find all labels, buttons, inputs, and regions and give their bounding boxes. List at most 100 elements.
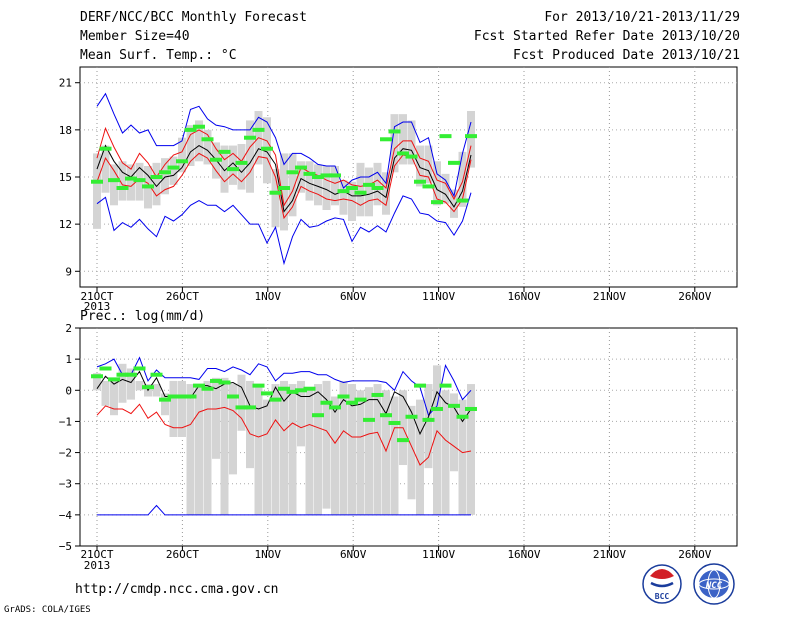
ensemble-box	[246, 380, 254, 469]
x-tick-label: 26OCT	[166, 290, 199, 303]
median-marker	[193, 383, 205, 388]
median-marker	[397, 438, 409, 443]
ensemble-box	[220, 377, 229, 515]
ensemble-box	[339, 180, 348, 215]
ensemble-box	[161, 158, 169, 195]
ensemble-box	[467, 111, 475, 168]
median-marker	[244, 405, 256, 410]
ensemble-box	[93, 153, 101, 229]
ensemble-box	[339, 380, 348, 515]
median-marker	[159, 397, 171, 402]
median-marker	[405, 154, 418, 159]
median-marker	[125, 372, 137, 377]
ensemble-box	[348, 181, 356, 221]
ensemble-box	[288, 153, 297, 217]
ensemble-box	[407, 405, 416, 500]
series-line-min	[96, 192, 472, 266]
y-tick-label: 21	[59, 77, 72, 90]
source-url: http://cmdp.ncc.cma.gov.cn	[75, 582, 279, 597]
ensemble-box	[169, 380, 178, 437]
ensemble-box	[118, 161, 127, 201]
median-marker	[431, 200, 443, 205]
median-marker	[465, 406, 477, 411]
median-marker	[286, 389, 299, 394]
x-tick-label: 21NOV	[593, 548, 626, 561]
median-marker	[363, 417, 375, 422]
ensemble-box	[161, 393, 169, 416]
median-marker	[184, 127, 197, 132]
ensemble-box	[322, 380, 331, 509]
x-tick-label: 1NOV	[255, 290, 282, 303]
ensemble-box	[186, 125, 195, 166]
median-marker	[380, 413, 392, 418]
median-marker	[337, 394, 350, 399]
median-marker	[422, 417, 435, 422]
ensemble-box	[314, 384, 322, 515]
x-tick-label: 21OCT	[80, 548, 113, 561]
ensemble-box	[280, 380, 288, 515]
median-marker	[397, 151, 409, 156]
ensemble-box	[382, 390, 390, 515]
ensemble-box	[237, 374, 246, 431]
temperature-chart: 21 18 15 12 9 21OCT 26OCT 1NOV 6NOV 11NOV 16NOV 21N…	[59, 66, 738, 313]
median-marker	[439, 134, 452, 139]
median-marker	[167, 394, 180, 399]
ensemble-box	[135, 380, 144, 391]
median-marker	[133, 178, 146, 183]
logos: BCC NCC	[642, 563, 735, 605]
y-tick-label: −1	[59, 415, 72, 428]
ensemble-box	[382, 172, 390, 215]
median-marker	[116, 372, 129, 377]
median-marker	[108, 178, 120, 183]
y-tick-label: 0	[65, 384, 72, 397]
median-marker	[150, 175, 163, 179]
forecast-produced-date: Fcst Produced Date 2013/10/21	[513, 48, 740, 63]
ensemble-box	[365, 387, 373, 515]
median-marker	[252, 127, 265, 132]
median-marker	[235, 160, 248, 165]
bcc-logo: BCC	[642, 564, 682, 604]
median-marker	[303, 171, 316, 176]
ensemble-box	[399, 114, 407, 165]
precip-variable-label: Prec.: log(mm/d)	[80, 309, 206, 324]
median-marker	[295, 388, 307, 393]
median-marker	[142, 385, 154, 390]
median-marker	[99, 366, 112, 371]
median-marker	[363, 182, 375, 187]
ensemble-box	[118, 363, 127, 403]
ensemble-box	[424, 145, 433, 184]
y-tick-label: −4	[59, 509, 73, 522]
ensemble-box	[93, 373, 101, 391]
median-marker	[218, 149, 231, 154]
ensemble-box	[433, 365, 441, 515]
x-tick-label: 26NOV	[678, 290, 711, 303]
x-tick-label: 21OCT	[80, 290, 113, 303]
ensemble-box	[365, 167, 373, 217]
median-marker	[448, 403, 460, 408]
ensemble-box	[441, 390, 450, 515]
ensemble-box	[416, 145, 424, 187]
series-line-max	[96, 356, 472, 417]
ensemble-box	[416, 399, 424, 515]
median-marker	[227, 394, 239, 399]
median-marker	[329, 173, 341, 178]
ensemble-box	[101, 145, 110, 193]
median-marker	[354, 397, 367, 402]
y-tick-label: −3	[59, 478, 72, 491]
ensemble-box	[152, 384, 161, 397]
median-marker	[218, 380, 231, 385]
ensemble-box	[297, 380, 305, 447]
ensemble-box	[127, 164, 135, 201]
ensemble-box	[195, 387, 203, 515]
median-marker	[439, 383, 452, 388]
median-marker	[346, 186, 358, 190]
ensemble-box	[237, 144, 246, 190]
ensemble-box	[178, 380, 186, 437]
ensemble-box	[271, 169, 280, 228]
ensemble-box	[390, 396, 399, 515]
ensemble-box	[450, 189, 458, 218]
ensemble-box	[246, 120, 254, 193]
median-marker	[261, 146, 273, 151]
ensemble-box	[322, 166, 331, 210]
ensemble-box	[407, 120, 416, 165]
